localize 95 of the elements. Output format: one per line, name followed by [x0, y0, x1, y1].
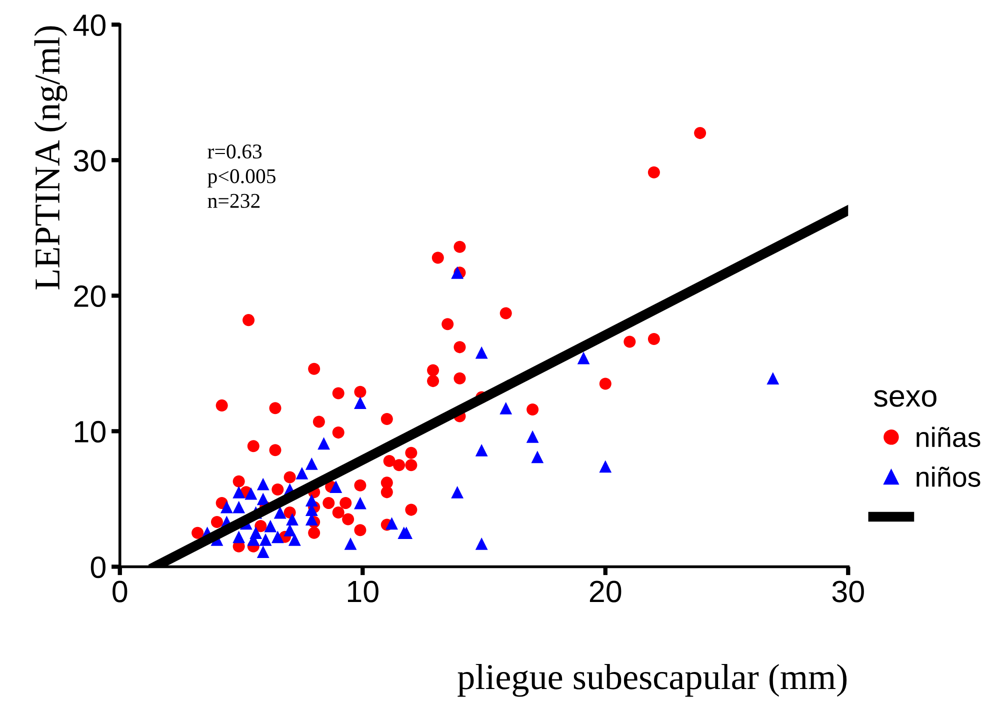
x-tick-label: 20	[590, 580, 622, 602]
x-tick-label: 0	[112, 580, 128, 602]
point	[405, 446, 418, 459]
point	[256, 478, 270, 490]
point	[330, 480, 342, 493]
point	[288, 533, 301, 546]
point	[256, 546, 270, 558]
point	[577, 352, 590, 364]
x-axis-title: pliegue subescapular (mm)	[458, 664, 847, 697]
point	[624, 336, 636, 348]
point	[242, 314, 255, 326]
point	[332, 426, 344, 439]
point	[284, 471, 296, 484]
point	[766, 372, 780, 385]
point	[393, 459, 406, 472]
point	[342, 513, 354, 526]
point	[475, 346, 488, 359]
point	[220, 500, 233, 514]
annotation: r=0.63	[208, 144, 262, 159]
point	[354, 479, 366, 492]
point	[354, 386, 366, 398]
point	[432, 252, 444, 264]
point	[254, 520, 267, 532]
point	[648, 333, 660, 346]
point	[256, 492, 270, 506]
point	[451, 266, 464, 279]
point	[354, 524, 366, 536]
point	[599, 460, 612, 473]
point	[475, 444, 488, 456]
point	[322, 497, 335, 510]
point	[272, 483, 284, 496]
point	[232, 500, 246, 514]
point	[244, 487, 258, 500]
point	[386, 517, 398, 530]
point	[526, 404, 539, 416]
point	[269, 402, 282, 414]
point	[332, 506, 344, 519]
point	[354, 496, 366, 510]
point	[380, 412, 393, 426]
point	[500, 402, 512, 414]
annotation: n=232	[208, 194, 260, 208]
legend-label: niñas	[916, 426, 980, 448]
point	[259, 533, 272, 546]
point	[427, 375, 440, 388]
point	[380, 486, 393, 498]
point	[694, 127, 706, 140]
point	[332, 387, 344, 400]
point	[405, 504, 418, 516]
point	[210, 516, 223, 528]
point	[296, 467, 308, 480]
point	[427, 364, 440, 376]
point	[454, 372, 466, 384]
point	[232, 530, 246, 544]
point	[344, 537, 357, 550]
point	[648, 166, 660, 178]
point	[454, 341, 466, 354]
legend-title: sexo	[874, 390, 936, 407]
point	[271, 530, 284, 544]
point	[383, 455, 396, 468]
point	[599, 378, 612, 390]
point	[274, 506, 286, 519]
point	[451, 486, 464, 498]
point	[232, 486, 246, 498]
y-tick-label: 0	[90, 556, 106, 578]
y-tick-label: 10	[75, 420, 106, 443]
point	[247, 440, 260, 452]
point	[312, 416, 325, 428]
point	[318, 437, 330, 450]
point	[216, 399, 228, 412]
point	[405, 459, 418, 472]
point	[305, 458, 318, 470]
point	[531, 450, 544, 464]
point	[308, 362, 320, 375]
y-tick-label: 20	[74, 285, 106, 308]
point	[192, 526, 204, 539]
x-tick-label: 10	[348, 580, 378, 602]
point	[264, 520, 277, 532]
y-tick-label: 40	[73, 14, 106, 36]
point	[354, 396, 366, 409]
point	[340, 497, 352, 510]
point	[232, 475, 245, 488]
point	[269, 444, 282, 456]
legend-label: niños	[916, 466, 980, 487]
annotation: p<0.005	[208, 169, 276, 188]
point	[442, 318, 454, 330]
point	[475, 537, 488, 550]
x-tick-label: 30	[832, 580, 864, 602]
point	[454, 240, 466, 253]
point	[286, 513, 298, 526]
point	[526, 430, 539, 443]
point	[308, 526, 320, 539]
point	[500, 307, 512, 320]
y-axis-title: LEPTINA (ng/ml)	[34, 26, 68, 290]
point	[305, 494, 318, 507]
y-tick-label: 30	[74, 150, 106, 172]
